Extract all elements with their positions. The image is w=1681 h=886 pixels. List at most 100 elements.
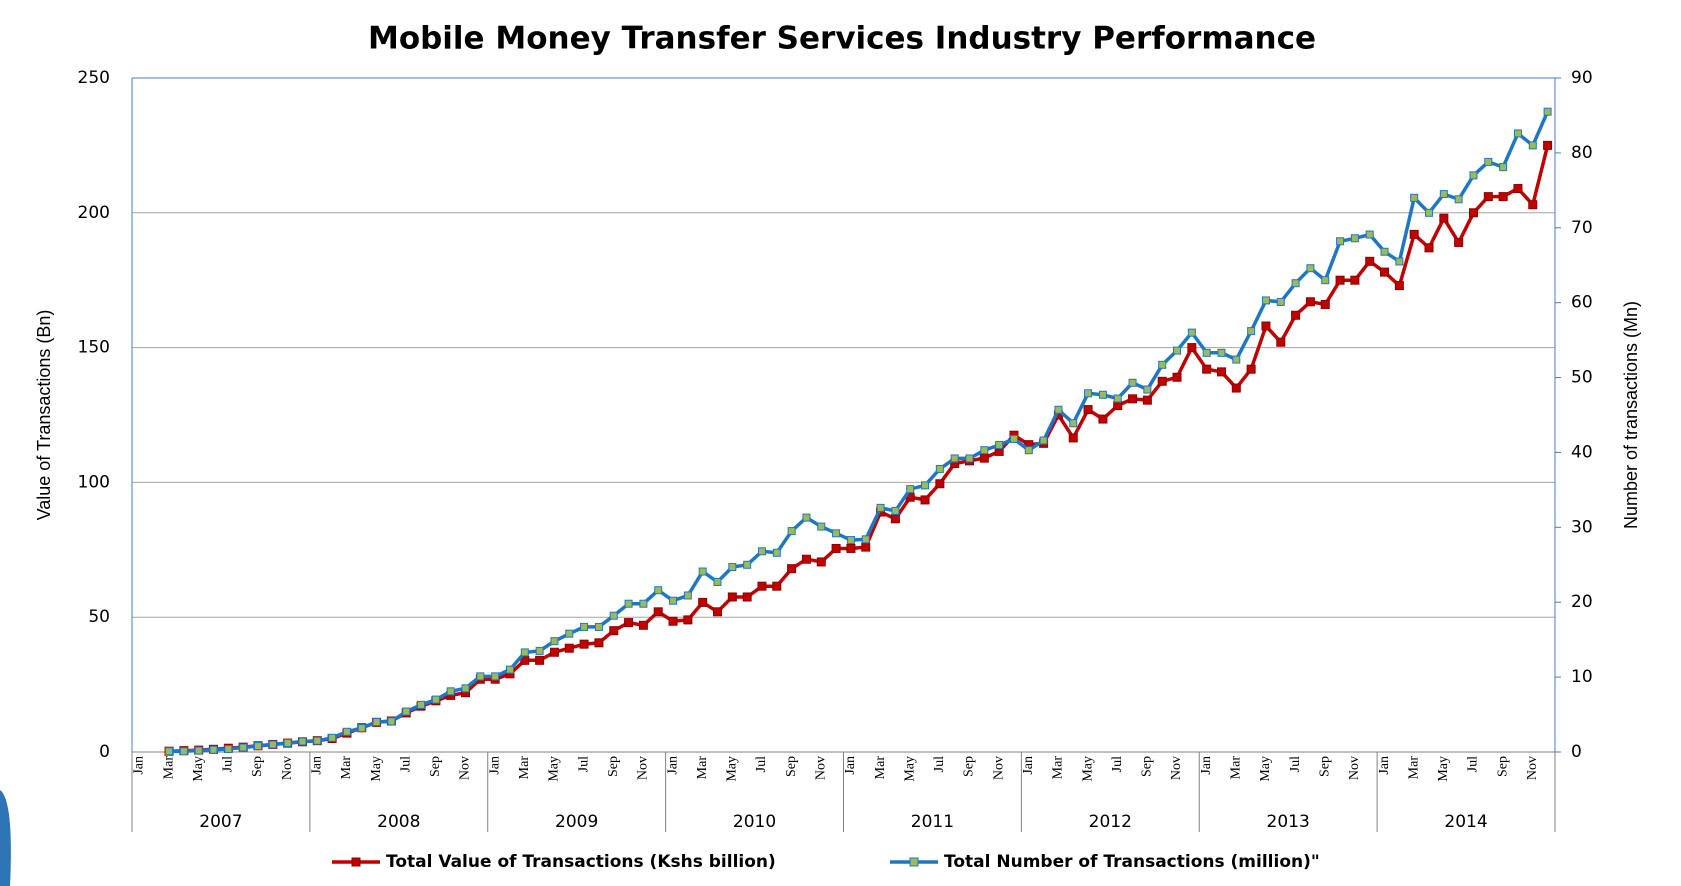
x-tick-label: May <box>547 756 562 782</box>
point-marker <box>1216 367 1226 377</box>
x-tick-label: Nov <box>1169 756 1184 780</box>
point-marker <box>1513 184 1523 194</box>
x-tick-label: Sep <box>962 756 977 777</box>
point-marker <box>476 672 485 681</box>
point-marker <box>1395 257 1404 266</box>
point-marker <box>1336 237 1345 246</box>
point-marker <box>1009 434 1018 443</box>
chart-title: Mobile Money Transfer Services Industry … <box>368 21 1316 57</box>
x-tick-label: Mar <box>517 756 532 780</box>
point-marker <box>1380 267 1390 277</box>
x-tick-label: May <box>725 756 740 782</box>
point-marker <box>1528 200 1538 210</box>
point-marker <box>832 529 841 538</box>
point-marker <box>653 607 663 617</box>
point-marker <box>550 637 559 646</box>
point-marker <box>1054 405 1063 414</box>
point-marker <box>1098 390 1107 399</box>
point-marker <box>727 592 737 602</box>
point-marker <box>1084 389 1093 398</box>
point-marker <box>802 513 811 522</box>
point-marker <box>1365 230 1374 239</box>
x-tick-label: Sep <box>250 756 265 777</box>
point-marker <box>535 646 544 655</box>
y2-tick-label: 0 <box>1571 742 1582 762</box>
point-marker <box>1484 157 1493 166</box>
x-tick-label: Sep <box>1495 756 1510 777</box>
point-marker <box>1098 414 1108 424</box>
legend-marker <box>909 857 919 867</box>
y2-tick-label: 70 <box>1571 218 1593 238</box>
x-tick-label: Nov <box>813 756 828 780</box>
point-marker <box>298 737 307 746</box>
point-marker <box>579 639 589 649</box>
point-marker <box>920 495 930 505</box>
point-marker <box>772 581 782 591</box>
x-tick-label: Mar <box>1229 756 1244 780</box>
point-marker <box>1335 275 1345 285</box>
point-marker <box>520 648 529 657</box>
point-marker <box>1173 346 1182 355</box>
point-marker <box>1202 364 1212 374</box>
x-tick-label: Mar <box>1051 756 1066 780</box>
point-marker <box>801 554 811 564</box>
x-tick-label: May <box>1436 756 1451 782</box>
point-marker <box>1291 310 1301 320</box>
y-tick-label: 250 <box>78 68 110 88</box>
point-marker <box>876 503 885 512</box>
point-marker <box>564 643 574 653</box>
point-marker <box>505 665 514 674</box>
point-marker <box>965 454 974 463</box>
point-marker <box>624 618 634 628</box>
point-marker <box>1350 234 1359 243</box>
point-marker <box>461 684 470 693</box>
point-marker <box>1350 275 1360 285</box>
point-marker <box>387 717 396 726</box>
point-marker <box>624 599 633 608</box>
x-tick-label: Jul <box>1110 756 1125 772</box>
point-marker <box>1410 193 1419 202</box>
point-marker <box>283 739 292 748</box>
point-marker <box>713 578 722 587</box>
point-marker <box>1069 419 1078 428</box>
point-marker <box>1454 237 1464 247</box>
point-marker <box>431 695 440 704</box>
point-marker <box>831 543 841 553</box>
year-label: 2009 <box>555 812 598 832</box>
y-tick-label: 100 <box>78 472 110 492</box>
point-marker <box>549 647 559 657</box>
x-tick-label: Nov <box>280 756 295 780</box>
point-marker <box>224 745 233 754</box>
x-tick-label: Nov <box>1525 756 1540 780</box>
point-marker <box>313 736 322 745</box>
point-marker <box>1113 394 1122 403</box>
year-label: 2012 <box>1089 812 1132 832</box>
year-label: 2010 <box>733 812 776 832</box>
point-marker <box>1291 279 1300 288</box>
point-marker <box>950 454 959 463</box>
point-marker <box>342 727 351 736</box>
x-tick-label: Jan <box>1021 756 1036 775</box>
point-marker <box>1409 229 1419 239</box>
point-marker <box>772 548 781 557</box>
point-marker <box>1276 297 1285 306</box>
point-marker <box>179 747 188 756</box>
point-marker <box>594 638 604 648</box>
year-label: 2007 <box>199 812 242 832</box>
point-marker <box>372 718 381 727</box>
x-tick-label: Sep <box>784 756 799 777</box>
year-label: 2014 <box>1444 812 1487 832</box>
point-marker <box>1498 192 1508 202</box>
point-marker <box>846 536 855 545</box>
point-marker <box>980 446 989 455</box>
point-marker <box>328 733 337 742</box>
point-marker <box>639 599 648 608</box>
point-marker <box>1261 296 1270 305</box>
x-tick-label: Nov <box>458 756 473 780</box>
point-marker <box>1128 394 1138 404</box>
x-tick-label: Sep <box>606 756 621 777</box>
x-tick-label: Sep <box>1317 756 1332 777</box>
y-tick-label: 200 <box>78 203 110 223</box>
point-marker <box>817 522 826 531</box>
